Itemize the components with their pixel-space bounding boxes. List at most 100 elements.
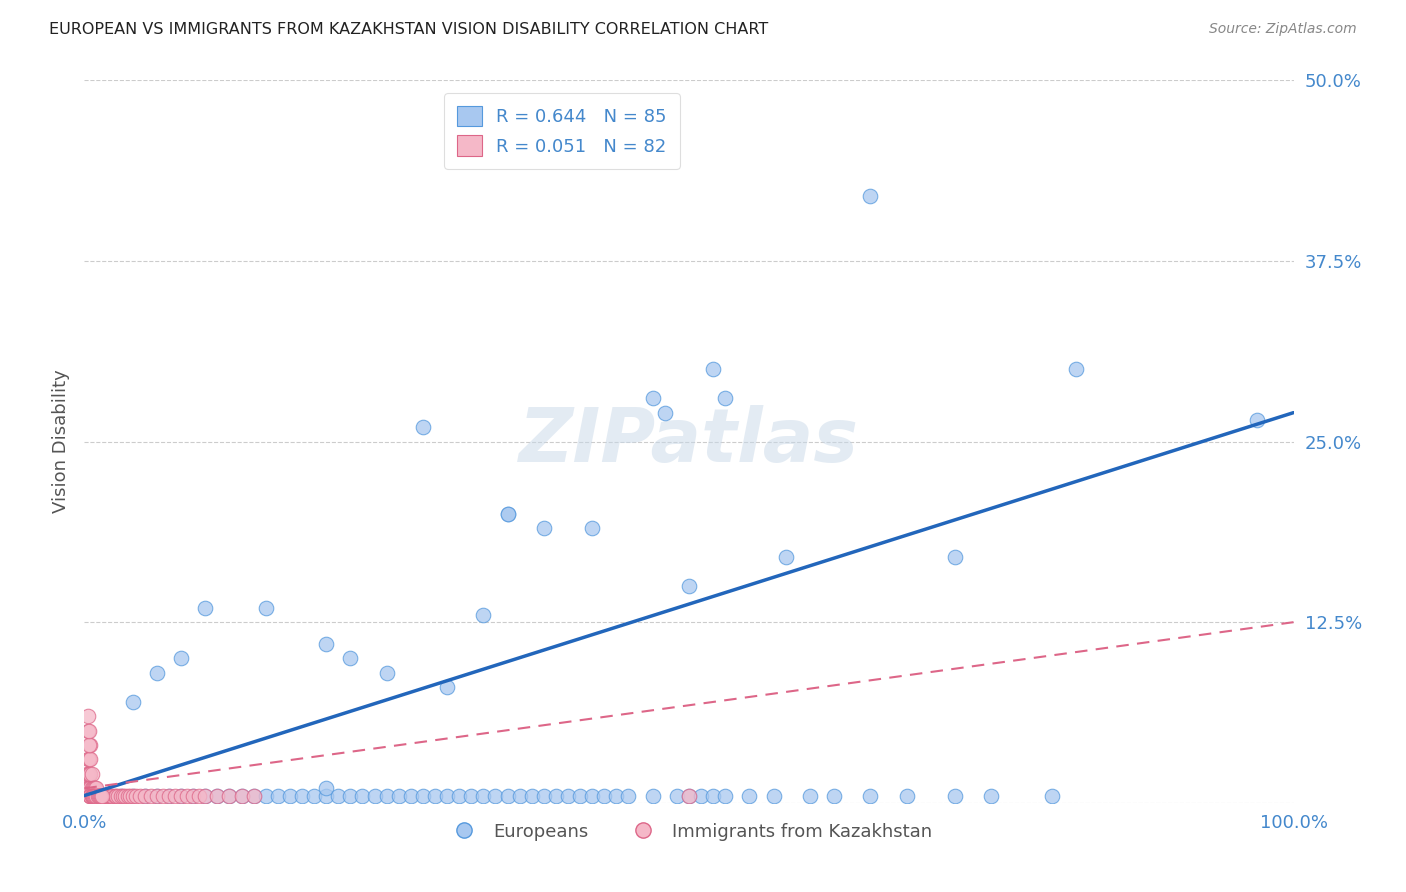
Point bbox=[714, 789, 737, 803]
Point bbox=[654, 406, 676, 420]
Point bbox=[82, 789, 104, 803]
Point bbox=[231, 789, 253, 803]
Point bbox=[181, 789, 204, 803]
Point bbox=[714, 391, 737, 405]
Point bbox=[84, 789, 107, 803]
Point bbox=[79, 789, 101, 803]
Point bbox=[152, 789, 174, 803]
Point bbox=[76, 767, 98, 781]
Point bbox=[218, 789, 240, 803]
Point bbox=[83, 789, 105, 803]
Point bbox=[339, 789, 361, 803]
Point bbox=[194, 789, 217, 803]
Point bbox=[702, 362, 724, 376]
Point bbox=[412, 789, 434, 803]
Point bbox=[520, 789, 543, 803]
Y-axis label: Vision Disability: Vision Disability bbox=[52, 369, 70, 514]
Point bbox=[176, 789, 198, 803]
Point bbox=[97, 789, 120, 803]
Point bbox=[363, 789, 385, 803]
Point bbox=[77, 767, 100, 781]
Point bbox=[91, 789, 114, 803]
Point bbox=[581, 789, 603, 803]
Point bbox=[399, 789, 422, 803]
Point bbox=[96, 789, 118, 803]
Point bbox=[90, 789, 112, 803]
Point bbox=[231, 789, 253, 803]
Point bbox=[896, 789, 918, 803]
Point bbox=[157, 789, 180, 803]
Point bbox=[207, 789, 229, 803]
Point bbox=[77, 767, 100, 781]
Point bbox=[170, 789, 193, 803]
Point bbox=[702, 789, 724, 803]
Point bbox=[170, 651, 193, 665]
Point bbox=[291, 789, 314, 803]
Point bbox=[315, 781, 337, 796]
Point bbox=[94, 789, 117, 803]
Point bbox=[80, 789, 103, 803]
Point bbox=[120, 789, 142, 803]
Point bbox=[472, 607, 495, 622]
Point bbox=[678, 789, 700, 803]
Point bbox=[375, 789, 398, 803]
Text: EUROPEAN VS IMMIGRANTS FROM KAZAKHSTAN VISION DISABILITY CORRELATION CHART: EUROPEAN VS IMMIGRANTS FROM KAZAKHSTAN V… bbox=[49, 22, 769, 37]
Point bbox=[79, 738, 101, 752]
Point bbox=[77, 752, 100, 766]
Point bbox=[86, 789, 108, 803]
Point bbox=[641, 391, 664, 405]
Point bbox=[121, 789, 143, 803]
Point bbox=[82, 789, 104, 803]
Point bbox=[775, 550, 797, 565]
Point bbox=[80, 767, 103, 781]
Point bbox=[254, 600, 277, 615]
Point bbox=[412, 420, 434, 434]
Point bbox=[77, 752, 100, 766]
Point bbox=[509, 789, 531, 803]
Point bbox=[134, 789, 156, 803]
Point bbox=[533, 789, 555, 803]
Point bbox=[328, 789, 350, 803]
Point bbox=[89, 789, 111, 803]
Point bbox=[146, 789, 169, 803]
Point bbox=[86, 781, 108, 796]
Point bbox=[823, 789, 845, 803]
Point bbox=[472, 789, 495, 803]
Point bbox=[87, 789, 110, 803]
Point bbox=[339, 651, 361, 665]
Point bbox=[86, 789, 108, 803]
Point bbox=[605, 789, 627, 803]
Point bbox=[496, 507, 519, 521]
Point bbox=[617, 789, 640, 803]
Point bbox=[80, 789, 103, 803]
Point bbox=[181, 789, 204, 803]
Point bbox=[146, 789, 169, 803]
Point bbox=[207, 789, 229, 803]
Point bbox=[117, 789, 139, 803]
Point bbox=[436, 789, 458, 803]
Point bbox=[460, 789, 482, 803]
Point bbox=[77, 781, 100, 796]
Point bbox=[104, 789, 127, 803]
Point bbox=[859, 189, 882, 203]
Point bbox=[641, 789, 664, 803]
Point bbox=[194, 789, 217, 803]
Point bbox=[267, 789, 290, 803]
Point bbox=[77, 738, 100, 752]
Point bbox=[569, 789, 592, 803]
Point bbox=[86, 789, 108, 803]
Point bbox=[943, 789, 966, 803]
Point bbox=[90, 789, 112, 803]
Point bbox=[93, 789, 115, 803]
Point bbox=[77, 723, 100, 738]
Point bbox=[315, 789, 337, 803]
Point bbox=[188, 789, 211, 803]
Point bbox=[89, 789, 111, 803]
Point bbox=[84, 781, 107, 796]
Point bbox=[593, 789, 616, 803]
Point bbox=[496, 789, 519, 803]
Point bbox=[678, 789, 700, 803]
Point bbox=[352, 789, 374, 803]
Point bbox=[79, 789, 101, 803]
Point bbox=[165, 789, 187, 803]
